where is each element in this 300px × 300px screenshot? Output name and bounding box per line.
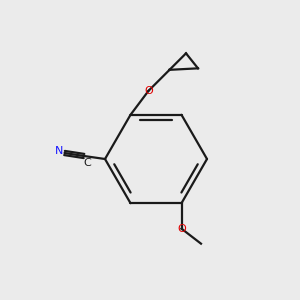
Text: C: C	[83, 158, 91, 168]
Text: O: O	[177, 224, 186, 234]
Text: N: N	[55, 146, 63, 157]
Text: O: O	[144, 86, 153, 96]
